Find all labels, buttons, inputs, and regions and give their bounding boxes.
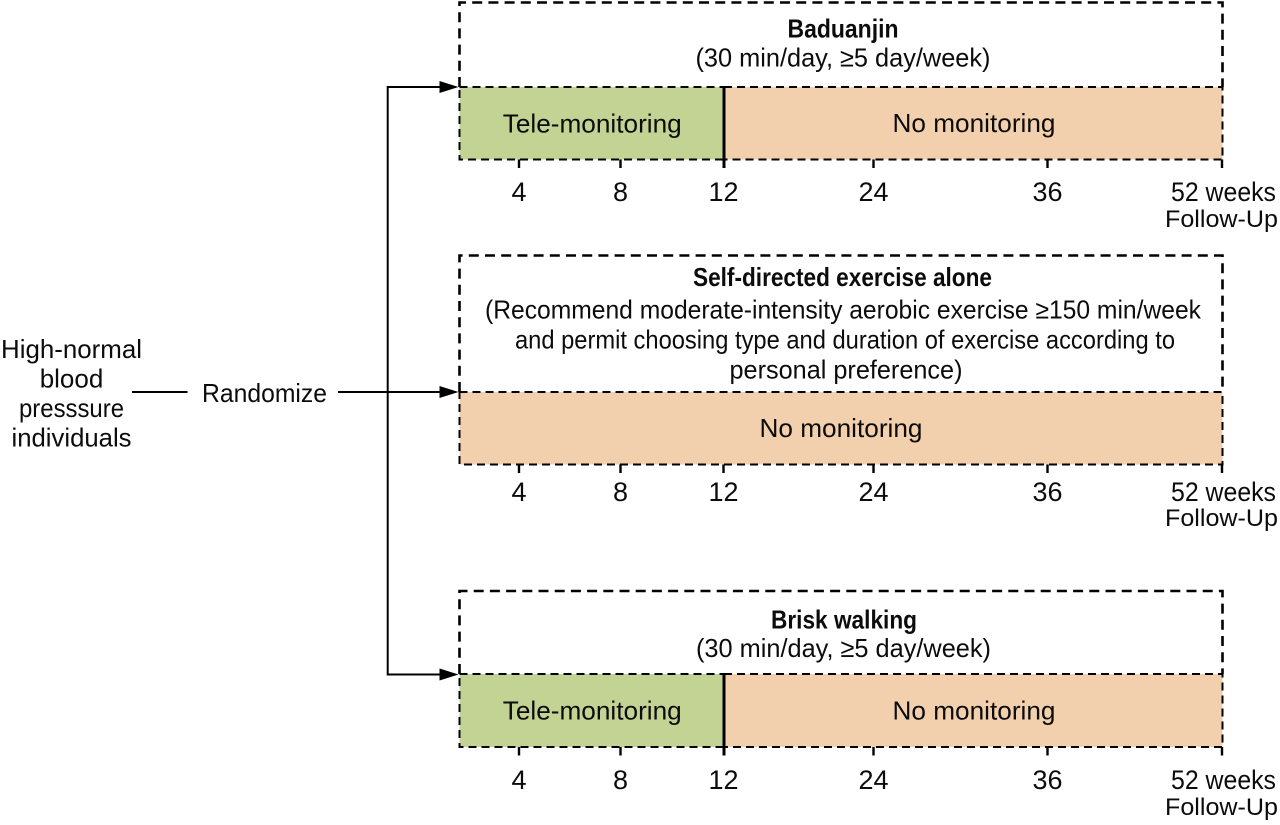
svg-text:36: 36	[1032, 177, 1062, 207]
svg-text:High-normal: High-normal	[1, 334, 142, 364]
svg-text:personal preference): personal preference)	[730, 355, 963, 385]
svg-text:52 weeks: 52 weeks	[1171, 477, 1276, 507]
svg-text:24: 24	[858, 177, 888, 207]
svg-text:No monitoring: No monitoring	[760, 413, 923, 443]
svg-text:Baduanjin: Baduanjin	[788, 14, 899, 44]
svg-text:8: 8	[613, 477, 628, 507]
svg-text:presssure: presssure	[19, 393, 124, 423]
svg-text:Follow-Up: Follow-Up	[1165, 794, 1278, 821]
svg-text:4: 4	[511, 177, 526, 207]
svg-text:individuals: individuals	[12, 423, 132, 453]
svg-text:24: 24	[858, 477, 888, 507]
svg-text:52 weeks: 52 weeks	[1171, 177, 1276, 207]
svg-text:Self-directed exercise alone: Self-directed exercise alone	[693, 262, 992, 292]
svg-text:Brisk walking: Brisk walking	[771, 605, 917, 635]
svg-text:4: 4	[511, 765, 526, 795]
svg-text:Follow-Up: Follow-Up	[1165, 206, 1278, 233]
svg-text:No monitoring: No monitoring	[893, 696, 1056, 726]
svg-text:24: 24	[858, 765, 888, 795]
svg-text:36: 36	[1032, 477, 1062, 507]
svg-text:4: 4	[511, 477, 526, 507]
svg-text:12: 12	[708, 765, 738, 795]
svg-text:No monitoring: No monitoring	[893, 108, 1056, 138]
svg-text:Randomize: Randomize	[202, 378, 327, 408]
svg-text:and permit choosing type and d: and permit choosing type and duration of…	[515, 325, 1175, 355]
svg-text:Follow-Up: Follow-Up	[1165, 505, 1278, 532]
svg-text:8: 8	[613, 177, 628, 207]
svg-text:blood: blood	[40, 364, 104, 394]
svg-text:(30 min/day, ≥5 day/week): (30 min/day, ≥5 day/week)	[696, 633, 991, 663]
svg-text:36: 36	[1032, 765, 1062, 795]
svg-text:52 weeks: 52 weeks	[1171, 765, 1276, 795]
svg-text:12: 12	[708, 477, 738, 507]
svg-text:8: 8	[613, 765, 628, 795]
svg-text:Tele-monitoring: Tele-monitoring	[503, 696, 682, 726]
svg-text:(Recommend moderate-intensity: (Recommend moderate-intensity aerobic ex…	[485, 295, 1202, 325]
svg-text:12: 12	[708, 177, 738, 207]
svg-text:(30 min/day, ≥5 day/week): (30 min/day, ≥5 day/week)	[696, 43, 991, 73]
svg-text:Tele-monitoring: Tele-monitoring	[503, 109, 682, 139]
